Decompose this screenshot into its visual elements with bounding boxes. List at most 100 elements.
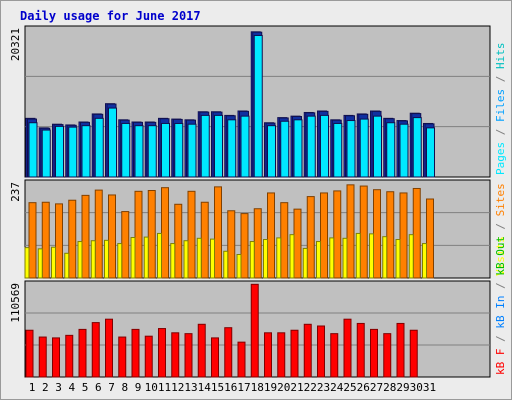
bar-kb-f-day-19 (264, 332, 272, 378)
bar-visits-day-19 (263, 239, 268, 279)
bar-visits-day-23 (316, 241, 321, 279)
x-tick-day-29: 29 (396, 381, 409, 394)
x-tick-day-28: 28 (383, 381, 396, 394)
x-tick-day-6: 6 (95, 381, 102, 394)
bar-kb-f-day-18 (250, 283, 259, 378)
bar-sites-day-26 (359, 185, 368, 279)
x-tick-day-5: 5 (82, 381, 89, 394)
bar-sites-day-3 (55, 203, 63, 279)
bar-visits-day-2 (37, 248, 43, 279)
bar-visits-day-31 (422, 243, 427, 279)
legend-kbf: kB F (494, 349, 507, 376)
bar-pages-day-2 (41, 129, 51, 178)
x-tick-day-18: 18 (251, 381, 264, 394)
x-tick-day-24: 24 (330, 381, 344, 394)
bar-pages-day-15 (214, 114, 223, 178)
bar-visits-day-11 (157, 232, 162, 279)
bar-pages-day-24 (333, 122, 343, 178)
bar-visits-day-29 (395, 239, 401, 279)
bar-visits-day-17 (236, 254, 242, 279)
ymax-label-bottom: 110569 (9, 283, 22, 323)
bar-pages-day-13 (187, 123, 197, 178)
legend-: / (494, 129, 507, 142)
bar-kb-f-day-28 (383, 333, 392, 378)
bar-visits-day-22 (302, 247, 308, 279)
bar-pages-day-11 (161, 122, 170, 178)
x-tick-day-17: 17 (237, 381, 250, 394)
legend-visits: Visits (494, 236, 507, 276)
legend-hits: Hits (494, 43, 507, 76)
bar-kb-f-day-24 (330, 333, 339, 378)
bar-kb-f-day-7 (105, 318, 113, 378)
bar-sites-day-10 (147, 190, 156, 279)
bar-sites-day-19 (267, 192, 275, 279)
x-tick-day-1: 1 (29, 381, 36, 394)
bar-sites-day-27 (373, 189, 381, 279)
legend-sites: Sites (494, 183, 507, 223)
bar-sites-day-29 (399, 192, 408, 279)
bar-kb-f-day-29 (396, 322, 405, 378)
x-tick-day-8: 8 (121, 381, 128, 394)
x-tick-day-19: 19 (264, 381, 277, 394)
x-tick-day-12: 12 (171, 381, 184, 394)
bar-sites-day-5 (81, 194, 90, 279)
bar-visits-day-20 (276, 237, 282, 279)
bar-pages-day-10 (147, 125, 157, 178)
bar-kb-f-day-16 (224, 327, 233, 378)
bar-kb-f-day-2 (38, 336, 47, 378)
ymax-label-top: 20321 (9, 28, 22, 61)
bar-pages-day-1 (28, 122, 38, 178)
x-tick-day-16: 16 (224, 381, 237, 394)
bar-kb-f-day-22 (303, 323, 312, 378)
bar-kb-f-day-9 (131, 328, 140, 378)
bar-pages-day-5 (81, 125, 91, 178)
bar-sites-day-12 (174, 203, 183, 279)
bar-pages-day-27 (373, 115, 382, 178)
bar-pages-day-12 (174, 122, 184, 178)
bar-pages-day-8 (121, 122, 131, 178)
x-tick-day-2: 2 (42, 381, 49, 394)
bar-visits-day-8 (117, 243, 123, 279)
bar-kb-f-day-23 (317, 325, 325, 378)
bar-visits-day-7 (104, 239, 109, 279)
bar-visits-day-10 (143, 236, 149, 279)
bar-pages-day-14 (200, 114, 210, 178)
bar-pages-day-3 (55, 125, 64, 178)
bar-pages-day-4 (68, 126, 78, 178)
bar-kb-f-day-3 (52, 337, 60, 378)
x-tick-day-4: 4 (68, 381, 75, 394)
bar-kb-f-day-30 (409, 329, 418, 378)
bar-kb-f-day-14 (197, 323, 206, 378)
x-tick-day-13: 13 (184, 381, 197, 394)
bar-sites-day-2 (41, 201, 50, 279)
legend-kbout: kB Out (494, 236, 507, 282)
bar-sites-day-24 (333, 190, 342, 279)
bar-sites-day-23 (320, 192, 328, 279)
legend-kbin: kB In (494, 296, 507, 336)
bar-visits-day-28 (382, 236, 388, 279)
bar-sites-day-30 (412, 187, 421, 279)
bar-visits-day-21 (289, 234, 295, 279)
bar-kb-f-day-12 (171, 332, 180, 378)
bar-sites-day-14 (200, 201, 209, 279)
bar-pages-day-23 (320, 114, 329, 178)
bar-kb-f-day-8 (118, 336, 127, 378)
bar-kb-f-day-5 (78, 328, 87, 378)
bar-visits-day-24 (329, 237, 335, 279)
bar-sites-day-22 (306, 196, 315, 279)
bar-kb-f-day-26 (356, 322, 365, 378)
x-tick-day-3: 3 (55, 381, 62, 394)
x-tick-day-7: 7 (108, 381, 115, 394)
bar-visits-day-18 (249, 241, 255, 279)
bar-kb-f-day-17 (237, 341, 246, 378)
x-tick-day-23: 23 (317, 381, 330, 394)
bar-visits-day-30 (408, 234, 414, 279)
bar-sites-day-13 (187, 190, 196, 279)
bar-sites-day-17 (240, 213, 249, 279)
bar-pages-day-9 (134, 125, 144, 178)
x-tick-day-15: 15 (211, 381, 224, 394)
bar-visits-day-16 (223, 250, 229, 279)
legend-: / (494, 76, 507, 89)
bar-sites-day-28 (386, 191, 395, 279)
